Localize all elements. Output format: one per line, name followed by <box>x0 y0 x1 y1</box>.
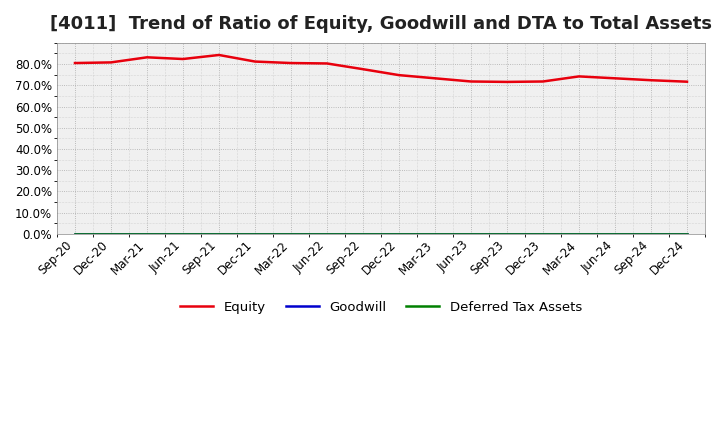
Deferred Tax Assets <box>539 231 547 236</box>
Equity <box>647 77 655 83</box>
Goodwill <box>287 231 295 236</box>
Deferred Tax Assets <box>179 231 187 236</box>
Equity <box>71 60 79 66</box>
Deferred Tax Assets <box>359 231 367 236</box>
Deferred Tax Assets <box>647 231 655 236</box>
Goodwill <box>683 231 691 236</box>
Equity <box>395 73 403 78</box>
Equity <box>611 76 619 81</box>
Deferred Tax Assets <box>287 231 295 236</box>
Goodwill <box>647 231 655 236</box>
Equity <box>683 79 691 84</box>
Deferred Tax Assets <box>71 231 79 236</box>
Equity <box>143 55 151 60</box>
Goodwill <box>107 231 115 236</box>
Goodwill <box>431 231 439 236</box>
Equity <box>107 60 115 65</box>
Deferred Tax Assets <box>431 231 439 236</box>
Deferred Tax Assets <box>251 231 259 236</box>
Equity <box>467 79 475 84</box>
Goodwill <box>503 231 511 236</box>
Equity <box>287 60 295 66</box>
Deferred Tax Assets <box>611 231 619 236</box>
Deferred Tax Assets <box>503 231 511 236</box>
Equity <box>179 56 187 62</box>
Goodwill <box>323 231 331 236</box>
Equity <box>575 74 583 79</box>
Deferred Tax Assets <box>467 231 475 236</box>
Goodwill <box>251 231 259 236</box>
Goodwill <box>359 231 367 236</box>
Equity <box>503 79 511 84</box>
Equity <box>215 52 223 58</box>
Title: [4011]  Trend of Ratio of Equity, Goodwill and DTA to Total Assets: [4011] Trend of Ratio of Equity, Goodwil… <box>50 15 712 33</box>
Goodwill <box>215 231 223 236</box>
Equity <box>539 79 547 84</box>
Equity <box>323 61 331 66</box>
Legend: Equity, Goodwill, Deferred Tax Assets: Equity, Goodwill, Deferred Tax Assets <box>175 295 587 319</box>
Goodwill <box>179 231 187 236</box>
Goodwill <box>467 231 475 236</box>
Goodwill <box>395 231 403 236</box>
Goodwill <box>143 231 151 236</box>
Equity <box>251 59 259 64</box>
Goodwill <box>539 231 547 236</box>
Deferred Tax Assets <box>683 231 691 236</box>
Deferred Tax Assets <box>575 231 583 236</box>
Goodwill <box>611 231 619 236</box>
Deferred Tax Assets <box>323 231 331 236</box>
Equity <box>431 76 439 81</box>
Deferred Tax Assets <box>215 231 223 236</box>
Deferred Tax Assets <box>395 231 403 236</box>
Goodwill <box>71 231 79 236</box>
Equity <box>359 66 367 72</box>
Line: Equity: Equity <box>75 55 687 82</box>
Goodwill <box>575 231 583 236</box>
Deferred Tax Assets <box>143 231 151 236</box>
Deferred Tax Assets <box>107 231 115 236</box>
